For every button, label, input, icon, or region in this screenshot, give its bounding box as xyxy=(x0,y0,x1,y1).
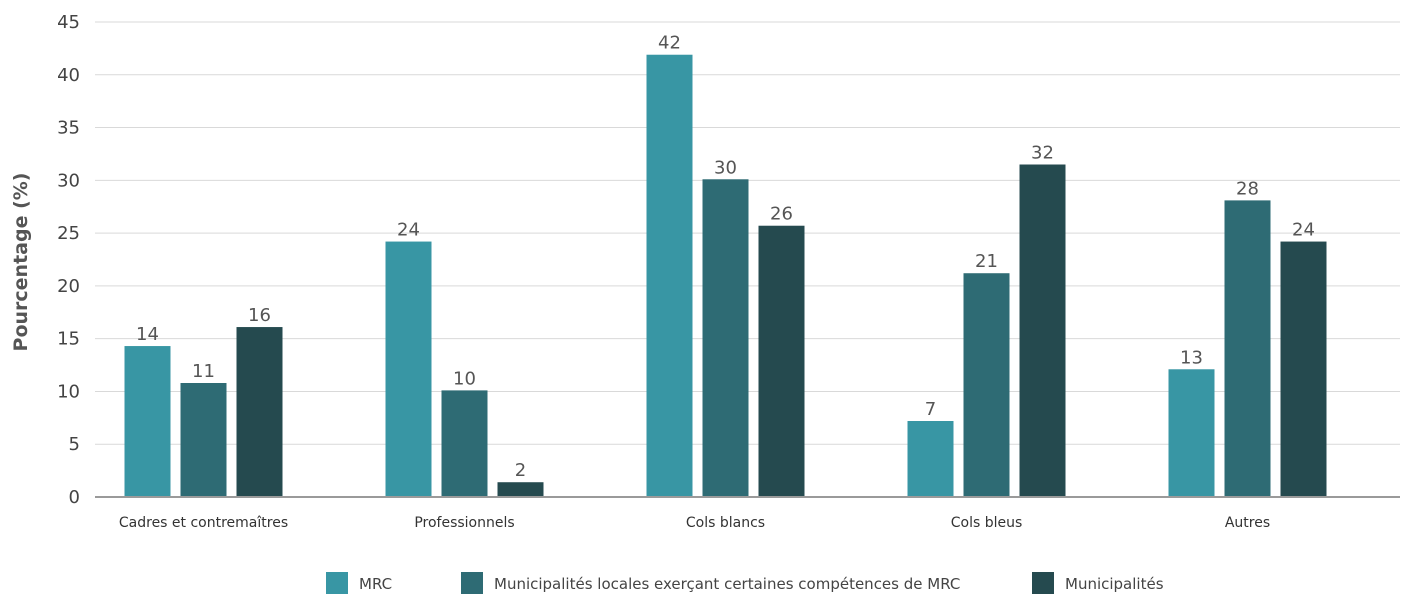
y-tick-label: 5 xyxy=(69,434,80,455)
y-tick-label: 25 xyxy=(57,223,80,244)
x-tick-label: Cols blancs xyxy=(686,515,765,531)
legend-swatch xyxy=(1032,572,1054,594)
y-tick-label: 35 xyxy=(57,118,80,139)
legend-swatch xyxy=(326,572,348,594)
x-tick-label: Professionnels xyxy=(414,515,514,531)
bar xyxy=(180,383,227,497)
y-tick-label: 0 xyxy=(69,487,80,508)
data-label: 2 xyxy=(515,460,526,481)
y-tick-label: 10 xyxy=(57,381,80,402)
legend-label: Municipalités xyxy=(1065,575,1164,593)
bar xyxy=(441,390,488,497)
legend-item: MRC xyxy=(326,572,392,594)
data-label: 13 xyxy=(1180,347,1203,368)
y-tick-label: 45 xyxy=(57,12,80,33)
data-label: 32 xyxy=(1031,143,1054,164)
legend-item: Municipalités locales exerçant certaines… xyxy=(461,572,960,594)
bar xyxy=(758,225,805,497)
bar xyxy=(646,54,693,497)
data-label: 42 xyxy=(658,33,681,54)
data-label: 16 xyxy=(248,305,271,326)
data-label: 30 xyxy=(714,157,737,178)
data-labels: 14 11 16 24 10 2 42 30 26 7 21 32 13 28 24 xyxy=(136,33,1315,482)
axes: 0 5 10 15 20 25 30 35 40 45 Cadres et contremaître… xyxy=(57,12,1400,531)
data-label: 14 xyxy=(136,324,159,345)
x-tick-label: Autres xyxy=(1225,515,1270,531)
bar xyxy=(1224,200,1271,497)
bar xyxy=(963,273,1010,497)
data-label: 26 xyxy=(770,204,793,225)
legend: MRC Municipalités locales exerçant certai… xyxy=(326,572,1164,594)
legend-swatch xyxy=(461,572,483,594)
bar xyxy=(124,346,171,497)
data-label: 24 xyxy=(1292,220,1315,241)
bar xyxy=(1019,164,1066,497)
bar xyxy=(907,421,954,497)
legend-label: MRC xyxy=(359,575,392,593)
bar xyxy=(1280,241,1327,497)
y-tick-label: 40 xyxy=(57,65,80,86)
data-label: 21 xyxy=(975,251,998,272)
y-axis-title: Pourcentage (%) xyxy=(10,173,32,352)
bar xyxy=(702,179,749,497)
data-label: 7 xyxy=(925,399,936,420)
bar xyxy=(1168,369,1215,497)
data-label: 11 xyxy=(192,361,215,382)
x-tick-label: Cadres et contremaîtres xyxy=(119,515,288,531)
bar xyxy=(385,241,432,497)
y-tick-label: 30 xyxy=(57,170,80,191)
x-tick-label: Cols bleus xyxy=(951,515,1023,531)
data-label: 24 xyxy=(397,220,420,241)
data-label: 10 xyxy=(453,368,476,389)
y-tick-label: 20 xyxy=(57,276,80,297)
legend-label: Municipalités locales exerçant certaines… xyxy=(494,575,960,593)
bars xyxy=(124,54,1327,497)
bar xyxy=(236,327,283,497)
legend-item: Municipalités xyxy=(1032,572,1164,594)
data-label: 28 xyxy=(1236,178,1259,199)
bar xyxy=(497,482,544,497)
y-tick-label: 15 xyxy=(57,329,80,350)
